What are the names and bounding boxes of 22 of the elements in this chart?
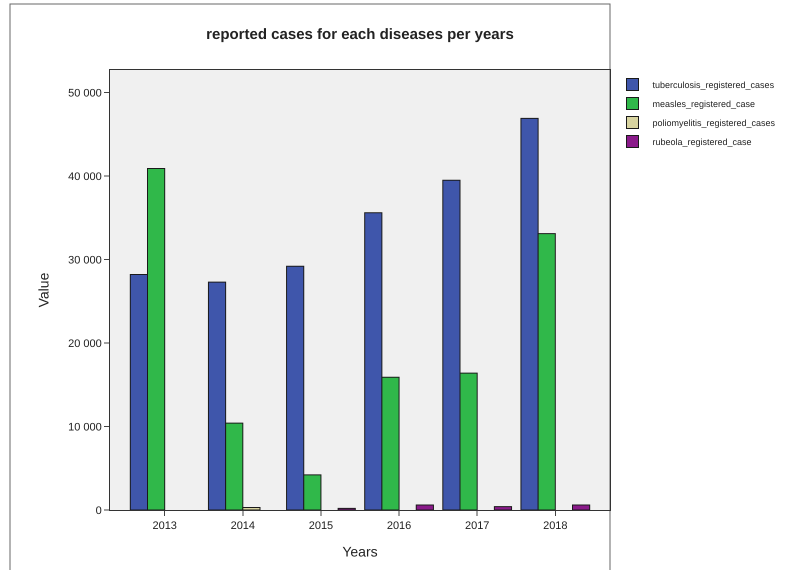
x-tick-label: 2016 (386, 520, 412, 532)
y-tick-label: 30 000 (68, 254, 102, 266)
y-tick-label: 40 000 (68, 170, 102, 183)
bar (494, 506, 512, 510)
x-tick-label: 2017 (464, 520, 490, 532)
legend-label: measles_registered_case (652, 99, 756, 110)
y-tick-label: 10 000 (68, 421, 102, 434)
bar (416, 504, 434, 510)
x-tick-label: 2013 (152, 520, 177, 532)
x-axis-title: Years (342, 544, 378, 560)
y-tick-label: 20 000 (68, 338, 102, 350)
x-tick-label: 2018 (543, 520, 568, 532)
legend-label: rubeola_registered_case (652, 137, 752, 148)
legend-label: poliomyelitis_registered_cases (652, 118, 776, 128)
chart-title: reported cases for each diseases per years (206, 26, 514, 43)
legend-label: tuberculosis_registered_cases (652, 80, 775, 90)
y-axis-title: Value (36, 272, 52, 308)
x-tick-label: 2014 (230, 520, 256, 532)
y-tick-label: 0 (96, 504, 102, 517)
x-tick-label: 2015 (308, 520, 334, 532)
bar (572, 504, 590, 510)
y-tick-label: 50 000 (68, 87, 102, 100)
